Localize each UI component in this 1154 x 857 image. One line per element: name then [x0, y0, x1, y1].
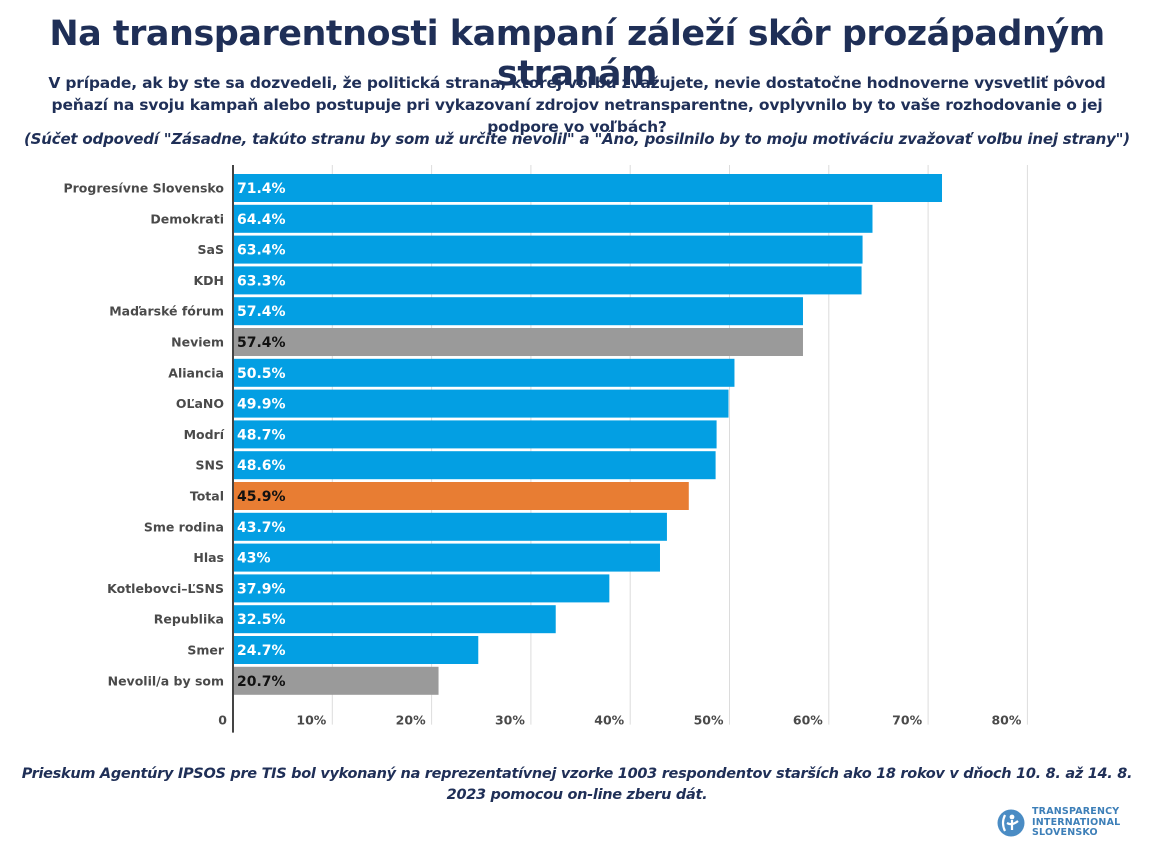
chart-note: (Súčet odpovedí "Zásadne, takúto stranu … [24, 130, 1130, 148]
x-tick-label: 30% [495, 713, 525, 728]
bar [233, 204, 873, 233]
chart-subtitle: V prípade, ak by ste sa dozvedeli, že po… [48, 74, 1106, 136]
bar [233, 543, 660, 572]
logo-line: TRANSPARENCY [1032, 806, 1120, 817]
value-label: 45.9% [237, 489, 286, 505]
category-label: Kotlebovci–ĽSNS [107, 581, 224, 596]
x-tick-label: 10% [296, 713, 326, 728]
x-tick-label: 70% [892, 713, 922, 728]
bar [233, 389, 729, 418]
value-label: 49.9% [237, 397, 286, 413]
value-label: 57.4% [237, 335, 286, 351]
value-label: 24.7% [237, 643, 286, 659]
x-axis-ticks: 0 10% 20% 30% 40% 50% 60% 70% 80% [218, 713, 1022, 728]
value-labels: 71.4% 64.4% 63.4% 63.3% 57.4% 57.4% 50.5% 49.9%… [237, 181, 286, 690]
bar [233, 235, 863, 264]
category-labels: Progresívne Slovensko Demokrati SaS KDH Maďa… [63, 181, 224, 689]
bar-chart: Progresívne Slovensko Demokrati SaS KDH Maďa… [63, 165, 1028, 733]
value-label: 71.4% [237, 181, 286, 197]
category-label: KDH [193, 273, 224, 288]
category-label: Republika [154, 612, 224, 627]
category-label: Sme rodina [144, 519, 224, 534]
category-label: Smer [187, 643, 225, 658]
survey-footnote: Prieskum Agentúry IPSOS pre TIS bol vyko… [21, 766, 1133, 803]
bar [233, 174, 943, 202]
category-label: SNS [196, 458, 224, 473]
value-label: 64.4% [237, 212, 286, 228]
bar [233, 574, 610, 603]
logo-line: INTERNATIONAL [1032, 816, 1121, 828]
value-label: 43.7% [237, 520, 286, 536]
transparency-international-icon [997, 809, 1025, 837]
x-tick-label: 0 [218, 713, 227, 728]
bar [233, 328, 803, 356]
value-label: 48.6% [237, 458, 286, 474]
transparency-international-logo: TRANSPARENCY INTERNATIONAL SLOVENSKO [996, 806, 1121, 839]
value-label: 63.3% [237, 273, 286, 289]
category-label: Progresívne Slovensko [63, 181, 224, 196]
category-label: Demokrati [150, 211, 224, 226]
category-label: OĽaNO [176, 396, 224, 411]
x-tick-label: 60% [793, 713, 823, 728]
bar [233, 420, 717, 449]
bar [233, 358, 735, 387]
value-label: 43% [237, 551, 271, 567]
bar [233, 297, 803, 326]
bar [233, 512, 667, 541]
category-label: Modrí [184, 427, 225, 442]
bar [233, 636, 479, 664]
logo-text: TRANSPARENCY INTERNATIONAL SLOVENSKO [1032, 806, 1121, 839]
bar [233, 451, 716, 480]
bar [233, 666, 439, 695]
value-label: 20.7% [237, 674, 286, 690]
x-tick-label: 80% [991, 713, 1021, 728]
bars [233, 174, 943, 695]
logo-line: SLOVENSKO [1032, 827, 1098, 838]
category-label: Nevolil/a by som [108, 673, 224, 688]
bar [233, 266, 862, 295]
x-tick-label: 50% [694, 713, 724, 728]
category-label: Neviem [171, 335, 224, 350]
value-label: 63.4% [237, 243, 286, 259]
bar [233, 482, 689, 510]
value-label: 32.5% [237, 612, 286, 628]
category-label: Aliancia [168, 365, 224, 380]
x-tick-label: 20% [396, 713, 426, 728]
category-label: Total [190, 489, 224, 504]
value-label: 37.9% [237, 581, 286, 597]
value-label: 57.4% [237, 304, 286, 320]
chart-title: Na transparentnosti kampaní záleží skôr … [49, 14, 1105, 94]
value-label: 48.7% [237, 427, 286, 443]
category-label: Maďarské fórum [109, 304, 224, 319]
category-label: Hlas [193, 550, 224, 565]
category-label: SaS [198, 242, 224, 257]
x-tick-label: 40% [594, 713, 624, 728]
value-label: 50.5% [237, 366, 286, 382]
bar [233, 605, 556, 634]
